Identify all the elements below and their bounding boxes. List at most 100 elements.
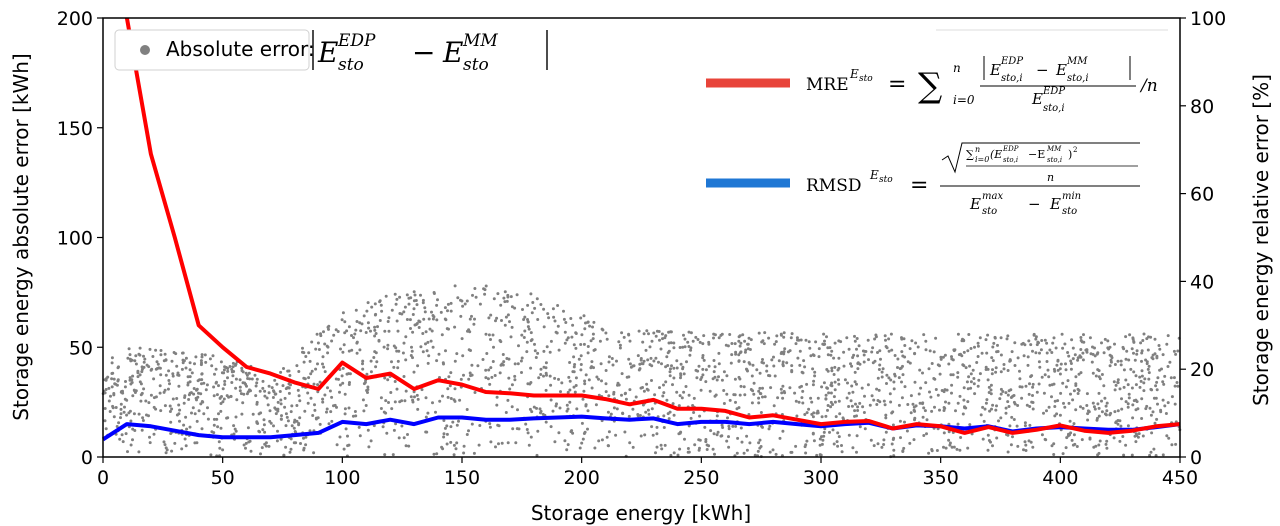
scatter-point [1061,452,1065,456]
scatter-point [526,431,530,435]
scatter-point [140,428,144,432]
scatter-point [1163,404,1167,408]
svg-text:E: E [1031,90,1043,108]
scatter-point [568,379,572,383]
y2-tick-label: 80 [1190,96,1214,118]
scatter-point [1166,365,1170,368]
scatter-point [210,364,214,368]
scatter-point [281,384,285,388]
scatter-point [259,411,263,415]
scatter-point [267,391,271,395]
scatter-point [555,331,559,335]
scatter-point [373,334,377,338]
scatter-point [386,378,390,382]
scatter-point [769,386,773,390]
scatter-point [1070,338,1074,342]
scatter-point [746,342,750,346]
scatter-point [1081,406,1085,410]
scatter-point [157,366,161,370]
scatter-point [614,433,618,437]
scatter-point [833,400,837,404]
scatter-point [336,330,340,333]
scatter-point [833,380,837,384]
scatter-point [900,336,903,340]
scatter-point [1079,371,1083,375]
scatter-point [216,425,220,429]
scatter-point [138,373,142,377]
scatter-point [127,347,131,351]
scatter-point [332,333,336,337]
scatter-point [726,416,729,420]
scatter-point [180,367,184,371]
scatter-point [498,371,502,375]
scatter-point [301,350,304,354]
scatter-point [662,391,666,395]
scatter-point [553,319,557,323]
scatter-point [327,422,331,426]
scatter-point [655,432,659,436]
scatter-point [140,391,144,395]
scatter-point [353,410,357,413]
scatter-point [244,371,248,375]
scatter-point [341,311,345,315]
scatter-point [137,352,141,356]
scatter-point [644,348,648,352]
scatter-point [481,358,485,361]
scatter-point [655,425,659,429]
scatter-point [867,358,870,362]
scatter-point [717,362,721,366]
scatter-point [152,377,156,381]
scatter-point [181,358,185,362]
scatter-point [1113,342,1116,346]
scatter-point [810,400,814,404]
scatter-point [805,411,809,415]
scatter-point [644,410,648,414]
scatter-point [1124,357,1128,361]
scatter-point [565,403,569,407]
svg-text:EDP: EDP [1002,145,1019,153]
scatter-point [1155,380,1159,384]
scatter-point [289,410,293,414]
scatter-point [884,338,887,342]
scatter-point [901,364,904,368]
scatter-point [717,336,721,340]
scatter-point [544,420,548,424]
scatter-point [662,426,666,429]
scatter-point [961,412,965,416]
scatter-point [829,353,833,357]
scatter-point [572,385,576,389]
scatter-point [657,330,661,333]
scatter-point [795,336,799,340]
scatter-point [855,347,858,351]
scatter-point [818,437,822,441]
scatter-point [256,422,260,425]
scatter-point [200,353,204,357]
scatter-point [672,451,676,455]
scatter-point [1119,363,1123,367]
scatter-point [1076,392,1080,395]
scatter-point [1001,390,1005,393]
scatter-point [511,427,515,431]
scatter-point [727,424,731,428]
scatter-point [994,366,998,370]
scatter-point [973,392,977,396]
scatter-point [284,424,288,428]
scatter-point [918,401,922,405]
scatter-point [761,395,764,399]
scatter-point [675,359,679,363]
scatter-point [1097,414,1101,418]
scatter-point [956,422,960,426]
scatter-point [749,338,753,342]
scatter-point [376,325,379,329]
scatter-point [950,391,953,395]
scatter-point [168,404,172,408]
scatter-point [182,423,186,427]
scatter-point [826,369,830,373]
scatter-point [1138,385,1142,389]
scatter-point [1173,402,1177,406]
scatter-point [716,430,720,434]
scatter-point [577,357,581,361]
scatter-point [840,444,843,447]
scatter-point [296,388,300,392]
scatter-point [1118,387,1122,391]
